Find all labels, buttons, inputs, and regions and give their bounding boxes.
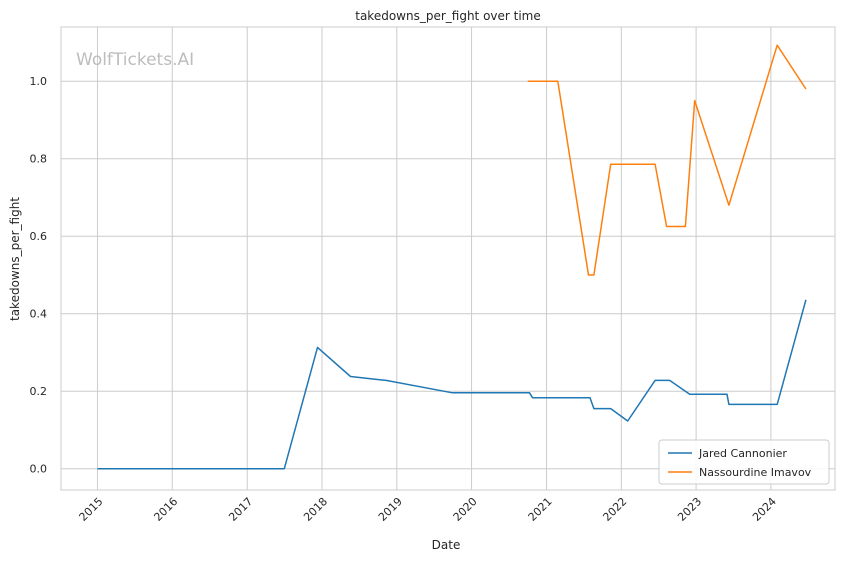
y-tick-label: 0.2 [30, 385, 48, 398]
y-tick-label: 0.4 [30, 308, 48, 321]
plot-frame [60, 26, 836, 491]
legend: Jared Cannonier Nassourdine Imavov [658, 439, 830, 485]
legend-label-nassourdine-imavov: Nassourdine Imavov [699, 466, 812, 479]
series-line-nassourdine-imavov [527, 44, 807, 276]
series-line-jared-cannonier [97, 299, 807, 470]
x-axis-label: Date [432, 538, 461, 552]
y-tick-label: 0.6 [30, 230, 48, 243]
series-layer [97, 44, 807, 470]
legend-label-jared-cannonier: Jared Cannonier [698, 447, 787, 460]
y-axis-label: takedowns_per_fight [8, 197, 22, 321]
watermark: WolfTickets.AI [76, 50, 194, 70]
chart-title: takedowns_per_fight over time [355, 9, 541, 23]
y-tick-label: 0.8 [30, 153, 48, 166]
y-tick-label: 0.0 [30, 463, 48, 476]
plot-area [61, 27, 835, 490]
legend-box [658, 439, 830, 485]
y-tick-label: 1.0 [30, 75, 48, 88]
y-tick-labels: 0.0 0.2 0.4 0.6 0.8 1.0 [30, 75, 48, 475]
